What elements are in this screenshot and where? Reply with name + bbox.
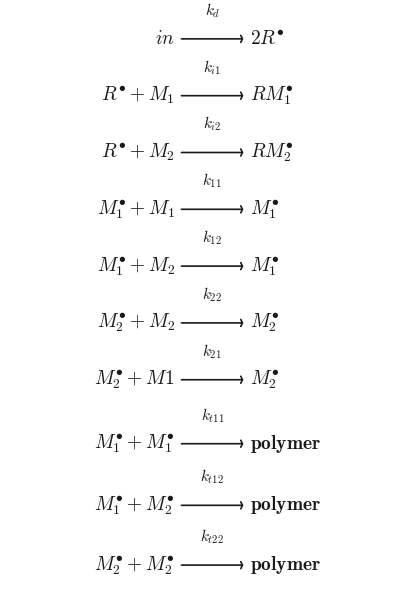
Text: $k_{i1}$: $k_{i1}$ (203, 58, 222, 77)
Text: $M_1^{\bullet}$: $M_1^{\bullet}$ (250, 255, 279, 277)
Text: $\mathbf{polymer}$: $\mathbf{polymer}$ (250, 554, 321, 576)
Text: $M_1^{\bullet}+M_2^{\bullet}$: $M_1^{\bullet}+M_2^{\bullet}$ (94, 494, 175, 517)
Text: $k_{12}$: $k_{12}$ (202, 228, 222, 247)
Text: $R^{\bullet}+M_2$: $R^{\bullet}+M_2$ (101, 142, 175, 163)
Text: $\mathbf{polymer}$: $\mathbf{polymer}$ (250, 433, 321, 454)
Text: $\mathbf{polymer}$: $\mathbf{polymer}$ (250, 495, 321, 516)
Text: $k_{i2}$: $k_{i2}$ (203, 115, 222, 133)
Text: $k_{22}$: $k_{22}$ (202, 285, 222, 304)
Text: $k_d$: $k_d$ (205, 1, 220, 20)
Text: $M_2^{\bullet}+M_2^{\bullet}$: $M_2^{\bullet}+M_2^{\bullet}$ (94, 554, 175, 576)
Text: $R^{\bullet}+M_1$: $R^{\bullet}+M_1$ (101, 85, 175, 106)
Text: $k_{t12}$: $k_{t12}$ (200, 468, 224, 486)
Text: $k_{t22}$: $k_{t22}$ (200, 527, 224, 546)
Text: $k_{t11}$: $k_{t11}$ (200, 406, 224, 425)
Text: $M_2^{\bullet}$: $M_2^{\bullet}$ (250, 312, 279, 334)
Text: $M_2^{\bullet}+M1$: $M_2^{\bullet}+M1$ (94, 368, 175, 391)
Text: $\mathit{in}$: $\mathit{in}$ (155, 29, 175, 48)
Text: $M_1^{\bullet}+M_2$: $M_1^{\bullet}+M_2$ (96, 255, 175, 277)
Text: $k_{21}$: $k_{21}$ (202, 342, 222, 361)
Text: $M_1^{\bullet}$: $M_1^{\bullet}$ (250, 198, 279, 221)
Text: $M_2^{\bullet}+M_2$: $M_2^{\bullet}+M_2$ (96, 312, 175, 334)
Text: $M_1^{\bullet}+M_1^{\bullet}$: $M_1^{\bullet}+M_1^{\bullet}$ (94, 432, 175, 455)
Text: $2R^{\bullet}$: $2R^{\bullet}$ (250, 29, 285, 48)
Text: $M_2^{\bullet}$: $M_2^{\bullet}$ (250, 368, 279, 391)
Text: $RM_1^{\bullet}$: $RM_1^{\bullet}$ (250, 84, 294, 107)
Text: $RM_2^{\bullet}$: $RM_2^{\bullet}$ (250, 141, 294, 164)
Text: $M_1^{\bullet}+M_1$: $M_1^{\bullet}+M_1$ (97, 198, 175, 221)
Text: $k_{11}$: $k_{11}$ (202, 172, 222, 190)
